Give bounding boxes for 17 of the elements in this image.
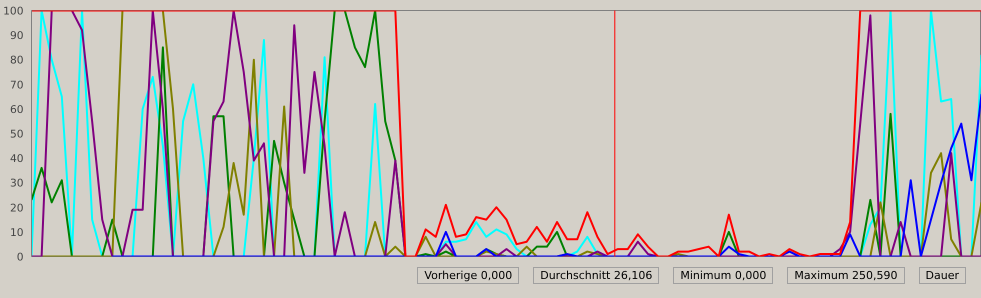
text: Vorherige 0,000	[417, 267, 520, 284]
y-tick-label: 60	[10, 102, 24, 116]
text: Maximum 250,590	[787, 267, 905, 284]
y-tick-label: 0	[16, 250, 24, 264]
y-tick-label: 80	[10, 54, 24, 67]
text: Dauer	[918, 267, 966, 284]
text: Minimum 0,000	[673, 267, 774, 284]
y-tick-label: 10	[10, 226, 24, 239]
y-tick-label: 50	[10, 128, 24, 140]
y-tick-label: 30	[10, 176, 24, 190]
y-tick-label: 70	[10, 78, 24, 92]
y-tick-label: 20	[10, 201, 24, 214]
y-tick-label: 100	[3, 4, 24, 18]
line-series	[111, 93, 981, 256]
text: Durchschnitt 26,106	[533, 267, 660, 284]
y-tick-label: 40	[10, 152, 24, 166]
y-tick-label: 90	[10, 29, 24, 42]
